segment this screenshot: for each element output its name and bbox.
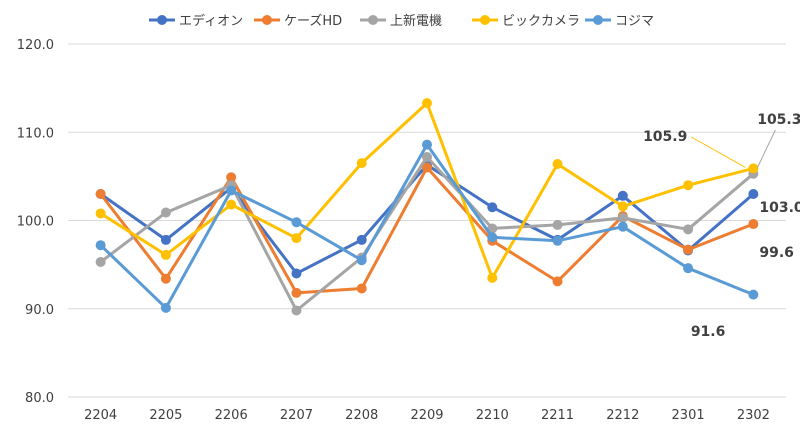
data-point-3 bbox=[487, 272, 498, 283]
data-point-2 bbox=[422, 151, 432, 162]
data-label: 105.3 bbox=[757, 112, 800, 128]
data-point-2 bbox=[552, 219, 563, 230]
series-line-0 bbox=[99, 163, 755, 275]
data-point-4 bbox=[226, 185, 237, 196]
legend-marker bbox=[157, 15, 167, 25]
data-label-leader bbox=[756, 129, 776, 168]
data-label: 99.6 bbox=[759, 245, 794, 261]
x-tick-label: 2205 bbox=[149, 408, 182, 423]
data-point-2 bbox=[617, 212, 628, 223]
legend-label: エディオン bbox=[179, 13, 243, 29]
legend-label: コジマ bbox=[615, 14, 654, 29]
data-label: 105.9 bbox=[643, 129, 687, 145]
x-tick-label: 2207 bbox=[280, 408, 313, 423]
data-point-3 bbox=[160, 249, 171, 260]
data-label: 91.6 bbox=[691, 324, 726, 340]
y-tick-label: 90.0 bbox=[25, 303, 54, 318]
y-tick-label: 100.0 bbox=[17, 215, 54, 230]
x-tick-label: 2208 bbox=[345, 408, 378, 423]
data-label: 103.0 bbox=[759, 200, 800, 216]
data-point-2 bbox=[291, 305, 302, 316]
data-point-1 bbox=[422, 162, 432, 173]
data-point-0 bbox=[617, 190, 628, 201]
legend-marker bbox=[480, 15, 490, 25]
data-point-0 bbox=[291, 268, 302, 279]
data-point-4 bbox=[356, 255, 367, 266]
data-point-1 bbox=[748, 219, 759, 230]
x-tick-label: 2210 bbox=[476, 408, 509, 423]
legend-marker bbox=[368, 15, 378, 25]
data-point-3 bbox=[226, 199, 237, 210]
data-point-3 bbox=[95, 208, 106, 219]
data-point-4 bbox=[552, 235, 563, 246]
legend-marker bbox=[262, 15, 272, 25]
data-label-leader bbox=[691, 136, 746, 168]
data-point-2 bbox=[160, 207, 171, 218]
y-tick-label: 110.0 bbox=[17, 126, 54, 141]
data-point-3 bbox=[422, 98, 432, 109]
legend-label: ケーズHD bbox=[284, 13, 342, 29]
legend-label: ビックカメラ bbox=[502, 14, 580, 29]
data-point-4 bbox=[617, 221, 628, 232]
x-tick-label: 2301 bbox=[672, 408, 705, 423]
x-tick-label: 2206 bbox=[215, 408, 248, 423]
data-point-0 bbox=[356, 234, 367, 245]
data-point-4 bbox=[422, 139, 432, 150]
data-point-1 bbox=[226, 172, 237, 183]
data-point-1 bbox=[552, 276, 563, 287]
data-point-1 bbox=[160, 273, 171, 284]
data-point-4 bbox=[160, 302, 171, 313]
x-tick-label: 2212 bbox=[606, 408, 639, 423]
x-tick-label: 2302 bbox=[737, 408, 770, 423]
data-point-0 bbox=[160, 234, 171, 245]
legend-marker bbox=[593, 15, 603, 25]
x-tick-label: 2204 bbox=[84, 408, 117, 423]
data-point-2 bbox=[487, 223, 498, 234]
data-point-1 bbox=[95, 189, 106, 200]
y-tick-label: 120.0 bbox=[17, 38, 54, 53]
x-tick-label: 2211 bbox=[541, 408, 574, 423]
data-point-0 bbox=[748, 189, 759, 200]
legend-label: 上新電機 bbox=[390, 13, 442, 29]
data-point-4 bbox=[748, 289, 759, 300]
x-tick-label: 2209 bbox=[410, 408, 443, 423]
data-point-4 bbox=[95, 240, 106, 251]
data-point-4 bbox=[487, 232, 498, 243]
data-point-4 bbox=[683, 263, 694, 274]
data-point-3 bbox=[748, 163, 759, 174]
data-point-3 bbox=[617, 201, 628, 212]
data-point-3 bbox=[552, 159, 563, 170]
data-point-0 bbox=[487, 202, 498, 213]
data-point-3 bbox=[356, 158, 367, 169]
data-point-1 bbox=[356, 283, 367, 294]
data-point-2 bbox=[95, 256, 106, 267]
data-point-3 bbox=[683, 180, 694, 191]
data-point-3 bbox=[291, 233, 302, 244]
data-point-1 bbox=[291, 287, 302, 298]
y-tick-label: 80.0 bbox=[25, 391, 54, 406]
data-point-1 bbox=[683, 244, 694, 255]
data-point-2 bbox=[683, 224, 694, 235]
data-point-4 bbox=[291, 217, 302, 228]
